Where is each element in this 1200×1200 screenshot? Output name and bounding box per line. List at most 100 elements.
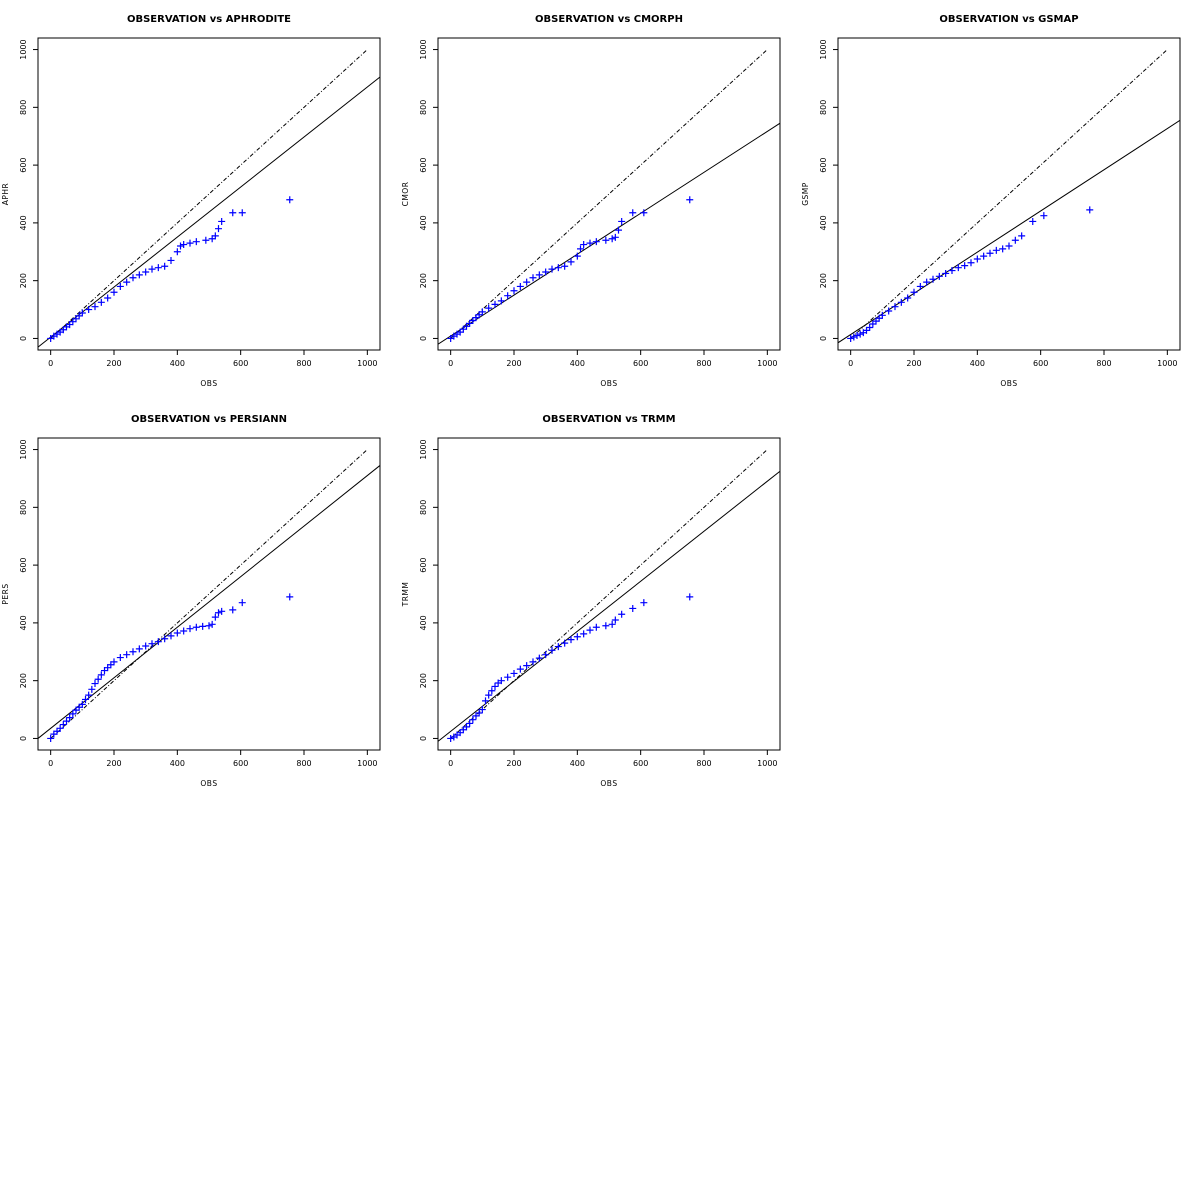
fit-line [38, 465, 380, 739]
y-axis-label: CMOR [401, 182, 410, 207]
y-tick-label: 200 [819, 273, 828, 288]
data-point [238, 599, 246, 607]
chart-panel: OBSERVATION vs APHRODITE 0 200 400 600 800 100… [1, 14, 381, 388]
x-axis-label: OBS [200, 379, 217, 388]
x-tick-label: 1000 [757, 759, 777, 768]
chart-panel: OBSERVATION vs PERSIANN 0 200 400 600 800 1000… [1, 414, 381, 788]
data-point [586, 626, 594, 634]
data-point [504, 673, 512, 681]
data-point [529, 274, 537, 282]
x-tick-label: 1000 [357, 759, 377, 768]
x-tick-label: 200 [506, 359, 521, 368]
x-tick-label: 200 [106, 359, 121, 368]
data-point [211, 613, 219, 621]
x-tick-label: 1000 [357, 359, 377, 368]
data-point [63, 717, 70, 725]
y-tick-label: 800 [819, 100, 828, 115]
data-point [135, 645, 143, 653]
data-point [1018, 232, 1026, 240]
data-point [1086, 206, 1094, 214]
data-point [602, 236, 610, 244]
data-point [91, 303, 99, 311]
x-tick-label: 800 [296, 759, 311, 768]
data-point [47, 734, 55, 742]
y-tick-label: 1000 [19, 439, 28, 459]
data-point [148, 265, 156, 273]
y-tick-label: 800 [419, 100, 428, 115]
x-axis-label: OBS [600, 779, 617, 788]
x-tick-label: 400 [970, 359, 985, 368]
data-point [485, 304, 493, 312]
y-tick-label: 1000 [419, 39, 428, 59]
y-tick-label: 800 [19, 500, 28, 515]
data-point [173, 248, 181, 256]
y-tick-label: 0 [419, 336, 428, 341]
data-point [1005, 242, 1013, 250]
data-point [59, 721, 67, 729]
data-point [154, 264, 162, 272]
y-tick-label: 400 [19, 215, 28, 230]
data-point [866, 323, 874, 331]
data-point [129, 274, 137, 282]
data-point [1029, 217, 1037, 225]
data-point [554, 264, 562, 272]
y-axis-label: APHR [1, 183, 10, 206]
data-point [510, 287, 518, 295]
data-point [961, 262, 969, 270]
chart-panel: OBSERVATION vs CMORPH 0 200 400 600 800 1000 0 2… [401, 14, 781, 388]
data-point [286, 593, 294, 601]
y-tick-label: 200 [19, 273, 28, 288]
data-point [548, 646, 556, 654]
data-point [142, 642, 150, 650]
data-point [85, 306, 93, 314]
y-tick-label: 1000 [819, 39, 828, 59]
x-tick-label: 0 [448, 359, 453, 368]
data-point [173, 629, 181, 637]
data-point [853, 332, 861, 340]
reference-line [850, 49, 1168, 339]
x-tick-label: 800 [296, 359, 311, 368]
x-tick-label: 1000 [757, 359, 777, 368]
data-point [215, 609, 222, 617]
data-point [980, 252, 988, 260]
data-point [123, 651, 131, 659]
data-point [97, 671, 105, 679]
data-point [186, 625, 194, 633]
y-tick-label: 800 [19, 100, 28, 115]
data-point [180, 241, 188, 249]
data-point [850, 333, 858, 341]
data-point [478, 706, 486, 714]
x-tick-label: 400 [170, 359, 185, 368]
data-point [218, 607, 226, 615]
y-tick-label: 0 [419, 736, 428, 741]
x-tick-label: 400 [570, 759, 585, 768]
chart-title: OBSERVATION vs TRMM [542, 414, 675, 425]
data-point [847, 334, 855, 342]
y-tick-label: 200 [419, 273, 428, 288]
data-point [618, 610, 626, 618]
data-point [475, 709, 483, 717]
data-point [942, 269, 950, 277]
data-point [640, 599, 648, 607]
data-point [478, 308, 486, 316]
data-point [542, 651, 550, 659]
data-point [535, 654, 543, 662]
x-tick-label: 800 [1096, 359, 1111, 368]
data-point [192, 623, 200, 631]
x-tick-label: 200 [906, 359, 921, 368]
data-point [954, 264, 962, 272]
data-point [482, 697, 489, 705]
data-point [211, 232, 219, 240]
data-point [686, 196, 694, 204]
data-point [488, 687, 496, 695]
data-point [199, 622, 207, 630]
data-point [466, 719, 474, 727]
data-point [123, 278, 131, 286]
x-tick-label: 400 [170, 759, 185, 768]
x-tick-label: 200 [106, 759, 121, 768]
data-point [592, 238, 600, 246]
data-point [135, 271, 143, 279]
data-point [516, 282, 524, 290]
data-point [577, 245, 584, 253]
